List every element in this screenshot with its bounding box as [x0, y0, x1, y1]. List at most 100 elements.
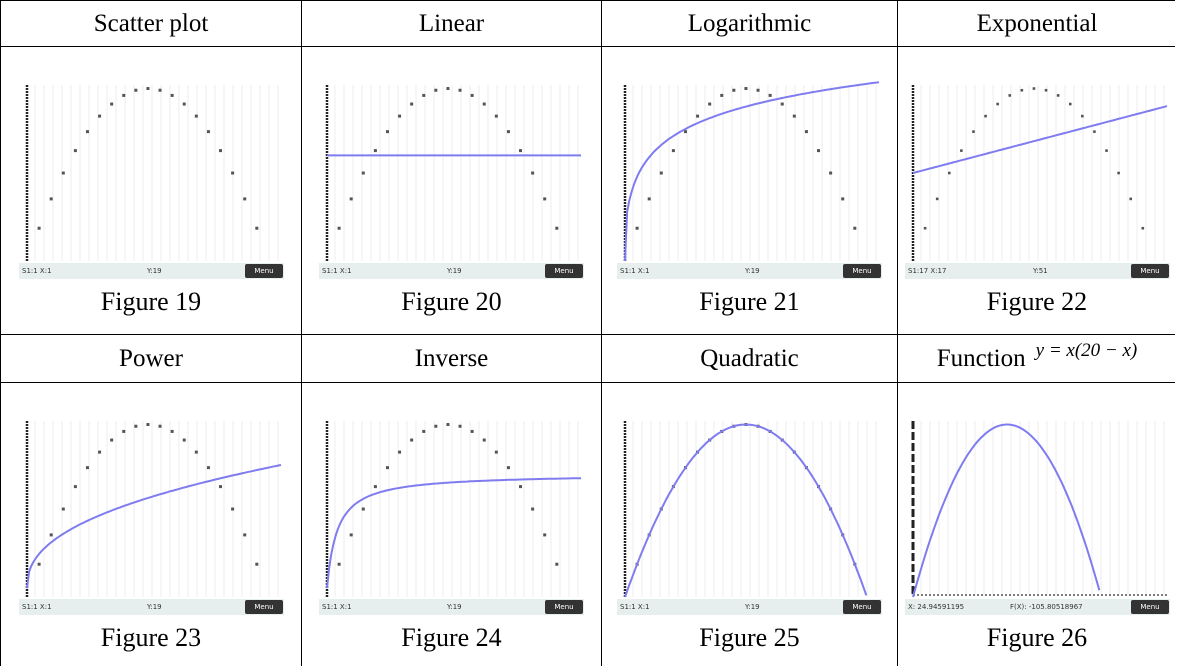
header-cell: Power: [1, 335, 301, 382]
status-right: Y:51: [1032, 267, 1048, 275]
data-dot: [37, 227, 40, 230]
header-text: Function: [937, 345, 1026, 373]
data-dot: [1141, 227, 1144, 230]
caption: Figure 24: [401, 623, 501, 653]
formula: y = x(20 − x): [1036, 340, 1138, 362]
data-dot: [231, 172, 234, 175]
status-left: S1:1 X:1: [22, 603, 52, 611]
header-cell: Exponential: [898, 1, 1176, 46]
caption: Figure 22: [987, 287, 1087, 317]
data-dot: [708, 103, 711, 106]
data-dot: [362, 172, 365, 175]
data-dot: [182, 439, 185, 442]
status-left: S1:1 X:1: [322, 267, 352, 275]
data-dot: [483, 103, 486, 106]
data-dot: [984, 115, 987, 118]
data-dot: [543, 197, 546, 200]
menu-label: Menu: [1140, 603, 1159, 611]
figure-table: Scatter plot Linear Logarithmic Exponential…: [0, 0, 1175, 666]
data-dot: [170, 94, 173, 97]
header-text: Quadratic: [700, 345, 799, 373]
header-row: Quadratic: [700, 345, 799, 373]
header-cell: Linear: [302, 1, 601, 46]
data-dot: [146, 423, 149, 426]
header-text: Logarithmic: [688, 10, 812, 38]
status-right: Y:19: [146, 603, 162, 611]
data-dot: [1117, 172, 1120, 175]
data-dot: [471, 94, 474, 97]
header-row: Functiony = x(20 − x): [937, 345, 1138, 373]
data-dot: [182, 103, 185, 106]
data-dot: [194, 451, 197, 454]
data-dot: [757, 89, 760, 92]
data-dot: [507, 466, 510, 469]
data-dot: [793, 115, 796, 118]
data-dot: [37, 563, 40, 566]
data-dot: [947, 172, 950, 175]
data-dot: [471, 430, 474, 433]
data-dot: [935, 198, 938, 201]
data-dot: [110, 103, 113, 106]
data-dot: [769, 94, 772, 97]
data-dot: [1008, 94, 1011, 97]
data-dot: [122, 94, 125, 97]
header-row: Scatter plot: [94, 10, 209, 38]
data-dot: [98, 451, 101, 454]
status-right: Y:19: [744, 267, 760, 275]
data-dot: [362, 508, 365, 511]
menu-label: Menu: [852, 267, 871, 275]
data-dot: [829, 172, 832, 175]
data-dot: [158, 89, 161, 92]
status-left: S1:1 X:1: [620, 603, 650, 611]
data-dot: [134, 89, 137, 92]
header-cell: Scatter plot: [1, 1, 301, 46]
data-dot: [170, 430, 173, 433]
data-dot: [1044, 89, 1047, 92]
data-dot: [1129, 198, 1132, 201]
data-dot: [134, 425, 137, 428]
data-dot: [446, 423, 449, 426]
data-dot: [531, 508, 534, 511]
data-dot: [555, 563, 558, 566]
figure-cell: S1:1 X:1Y:19MenuFigure 20: [302, 47, 601, 334]
data-dot: [206, 466, 209, 469]
status-left: S1:17 X:17: [908, 267, 946, 275]
data-dot: [960, 149, 963, 152]
data-dot: [398, 451, 401, 454]
data-dot: [398, 115, 401, 118]
data-dot: [696, 115, 699, 118]
status-left: X: 24.94591195: [908, 603, 964, 611]
data-dot: [1068, 103, 1071, 106]
data-dot: [386, 130, 389, 133]
data-dot: [231, 508, 234, 511]
status-right: Y:19: [446, 603, 462, 611]
data-dot: [459, 89, 462, 92]
calculator-screen: S1:1 X:1Y:19Menu: [617, 81, 882, 281]
caption: Figure 23: [101, 623, 201, 653]
caption: Figure 26: [987, 623, 1087, 653]
data-dot: [49, 533, 52, 536]
data-dot: [720, 94, 723, 97]
status-left: S1:1 X:1: [322, 603, 352, 611]
data-dot: [483, 439, 486, 442]
data-dot: [386, 466, 389, 469]
data-dot: [519, 485, 522, 488]
figure-cell: S1:1 X:1Y:19Menu Figure 19: [1, 47, 301, 334]
header-cell: Function y = x(20 − x): [898, 335, 1176, 382]
caption: Figure 25: [699, 623, 799, 653]
data-dot: [672, 149, 675, 152]
data-dot: [1081, 115, 1084, 118]
data-dot: [446, 87, 449, 90]
caption: Figure 20: [401, 287, 501, 317]
status-right: Y:19: [446, 267, 462, 275]
data-dot: [648, 197, 651, 200]
caption: Figure 19: [101, 287, 201, 317]
data-dot: [122, 430, 125, 433]
data-dot: [923, 227, 926, 230]
calculator-screen: X: 24.94591195F(X): -105.80518967Menu: [905, 417, 1170, 617]
data-dot: [255, 563, 258, 566]
data-dot: [85, 466, 88, 469]
data-dot: [49, 197, 52, 200]
